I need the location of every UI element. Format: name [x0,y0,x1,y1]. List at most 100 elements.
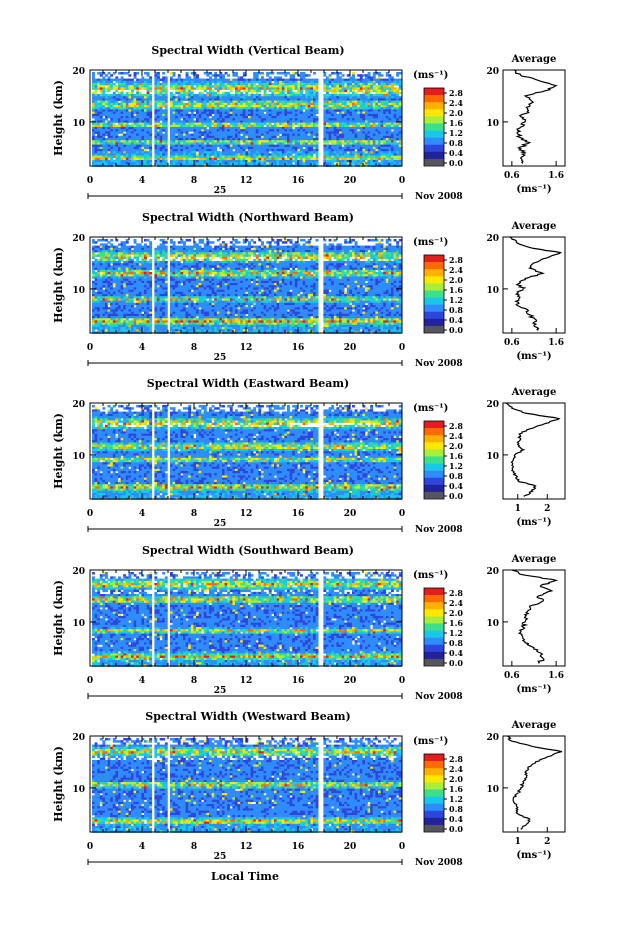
heatmap-cell [201,127,205,130]
heatmap-cell [99,291,103,295]
heatmap-cell [97,94,101,97]
heatmap-cell [216,98,220,101]
heatmap-cell [107,138,111,141]
heatmap-cell [177,89,181,93]
heatmap-cell [245,113,249,117]
heatmap-cell [177,146,181,150]
heatmap-cell [97,142,101,145]
heatmap-cell [99,239,103,242]
heatmap-cell [99,74,103,77]
heatmap-cell [388,160,392,163]
heatmap-cell [310,89,314,93]
heatmap-cell [271,155,275,159]
heatmap-cell [144,146,147,150]
heatmap-cell [245,146,249,150]
heatmap-cell [201,122,205,126]
heatmap-cell [227,131,231,134]
heatmap-cell [235,149,238,152]
heatmap-cell [242,157,246,161]
heatmap-cell [326,113,329,117]
heatmap-cell [307,80,311,84]
heatmap-cell [240,131,244,134]
heatmap-cell [201,162,205,165]
heatmap-cell [216,135,220,139]
heatmap-cell [315,129,319,132]
heatmap-cell [393,118,397,121]
heatmap-cell [297,135,301,139]
heatmap-cell [198,98,202,101]
heatmap-cell [266,107,270,110]
heatmap-cell [281,129,285,132]
heatmap-cell [357,98,361,101]
heatmap-cell [185,146,189,150]
heatmap-cell [131,89,134,93]
heatmap-cell [133,155,137,159]
heatmap-cell [232,124,236,128]
heatmap-cell [125,153,129,156]
heatmap-cell [289,144,293,148]
heatmap-cell [203,162,207,165]
heatmap-cell [133,151,137,154]
heatmap-cell [120,102,124,106]
heatmap-cell [136,87,140,90]
heatmap-cell [339,107,342,110]
heatmap-cell [133,131,137,134]
heatmap-cell [378,76,381,79]
heatmap-cell [92,157,95,161]
heatmap-cell [157,80,160,84]
heatmap-cell [281,111,285,115]
heatmap-cell [344,131,348,134]
heatmap-cell [261,98,264,101]
heatmap-cell [333,118,337,121]
heatmap-cell [115,105,119,108]
heatmap-cell [125,140,129,143]
heatmap-cell [274,160,277,163]
heatmap-cell [336,87,340,90]
heatmap-cell [258,118,262,121]
heatmap-cell [201,105,205,108]
heatmap-cell [357,162,361,165]
heatmap-cell [154,105,158,108]
heatmap-cell [250,129,254,132]
heatmap-cell [261,94,264,97]
heatmap-cell [159,124,163,128]
heatmap-cell [370,120,374,123]
heatmap-cell [141,127,145,130]
heatmap-cell [383,85,387,88]
heatmap-cell [123,118,127,121]
heatmap-cell [388,138,392,141]
heatmap-cell [362,124,366,128]
heatmap-cell [292,83,296,86]
heatmap-cell [99,322,103,326]
heatmap-cell [323,96,327,99]
heatmap-cell [362,105,366,108]
heatmap-cell [115,124,119,128]
heatmap-cell [141,105,145,108]
heatmap-cell [261,138,264,141]
heatmap-cell [144,83,147,86]
heatmap-cell [261,157,264,161]
heatmap-cell [383,129,387,132]
heatmap-cell [284,140,288,143]
heatmap-cell [328,122,332,126]
heatmap-cell [141,155,145,159]
heatmap-cell [365,76,368,79]
heatmap-cell [248,113,251,117]
heatmap-cell [287,153,290,156]
heatmap-cell [128,142,132,145]
heatmap-cell [331,100,335,104]
heatmap-cell [349,131,353,134]
heatmap-cell [333,133,337,137]
heatmap-cell [107,265,111,268]
heatmap-cell [209,76,212,79]
heatmap-cell [141,102,145,106]
heatmap-cell [232,83,236,86]
heatmap-cell [92,116,95,119]
heatmap-cell [224,100,228,104]
heatmap-cell [125,116,129,119]
heatmap-cell [190,120,194,123]
heatmap-cell [245,162,249,165]
heatmap-cell [175,155,179,159]
heatmap-cell [216,153,220,156]
heatmap-cell [102,138,106,141]
